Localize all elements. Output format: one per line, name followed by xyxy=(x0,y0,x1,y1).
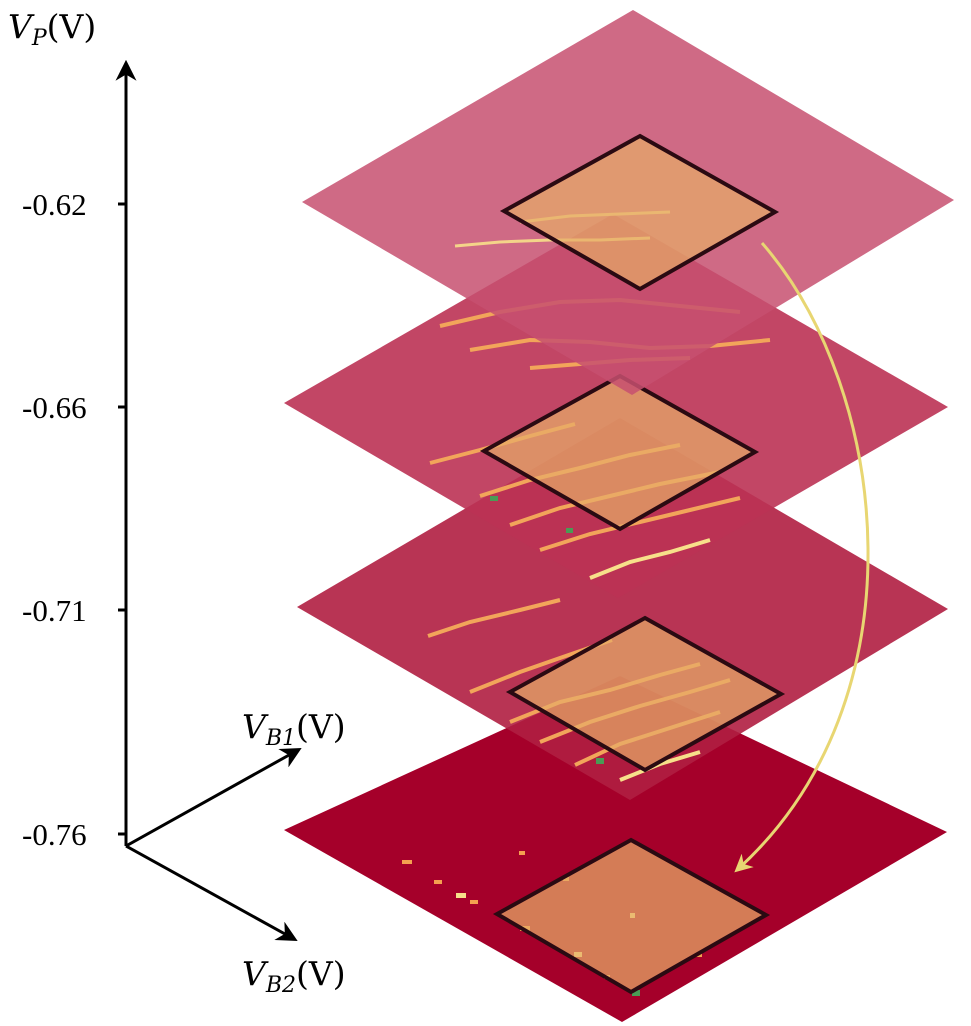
axis-label-vp: VP(V) xyxy=(8,7,96,51)
axis-symbol: V xyxy=(242,707,269,746)
plane-vp-076 xyxy=(284,676,947,1022)
trace-highlight xyxy=(596,758,604,764)
roi-window xyxy=(505,615,786,773)
axis-subscript: B2 xyxy=(265,973,296,998)
axis-unit: (V) xyxy=(47,7,97,46)
axis-subscript: P xyxy=(31,26,48,51)
trace-highlight xyxy=(490,496,498,501)
axis-unit: (V) xyxy=(296,707,346,746)
tick-label-2: -0.71 xyxy=(22,593,87,628)
axis-label-vb2: VB2(V) xyxy=(242,954,346,998)
axis-symbol: V xyxy=(8,7,35,46)
axis-symbol: V xyxy=(242,954,269,993)
axis-subscript: B1 xyxy=(265,726,296,751)
plane-vp-071 xyxy=(297,418,948,800)
tick-label-3: -0.76 xyxy=(22,817,87,852)
vb1-axis xyxy=(125,747,302,848)
vb2-axis xyxy=(125,844,298,942)
tick-label-1: -0.66 xyxy=(22,390,87,425)
plane-vp-062 xyxy=(302,10,954,395)
axes: -0.62 -0.66 -0.71 -0.76 VP(V) VB1(V) VB2… xyxy=(8,7,346,998)
axis-label-vb1: VB1(V) xyxy=(242,707,346,751)
tick-label-0: -0.62 xyxy=(22,187,87,222)
curved-arrow xyxy=(734,242,870,873)
plane-surface xyxy=(297,418,948,800)
roi-window xyxy=(492,837,771,995)
trace-highlight xyxy=(566,528,573,533)
roi-window xyxy=(479,373,760,532)
roi-window xyxy=(499,133,780,292)
axis-unit: (V) xyxy=(296,954,346,993)
